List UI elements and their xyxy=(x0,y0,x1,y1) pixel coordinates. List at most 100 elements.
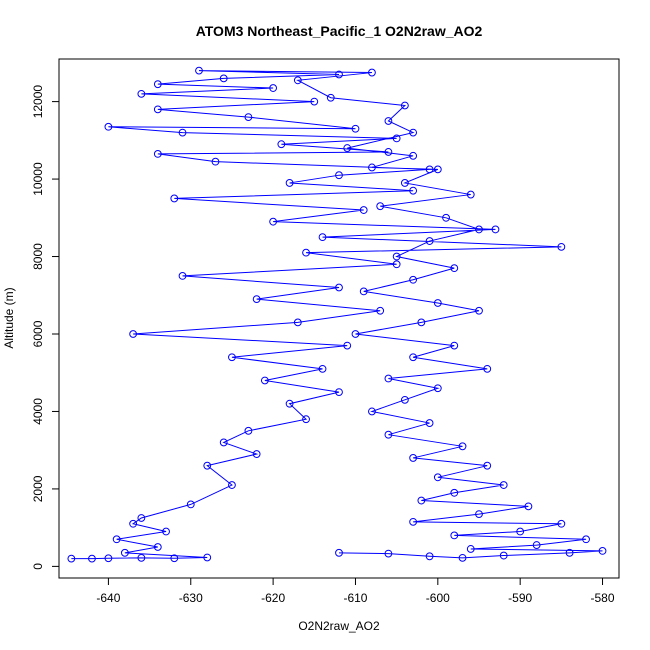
data-point xyxy=(359,206,368,214)
data-point xyxy=(335,70,343,79)
data-point xyxy=(532,541,541,549)
x-tick-label: -620 xyxy=(261,591,285,605)
data-point xyxy=(277,140,286,149)
y-tick-label: 8000 xyxy=(31,243,45,270)
data-point xyxy=(433,384,442,393)
data-point xyxy=(475,225,483,234)
y-tick-label: 10000 xyxy=(31,162,45,196)
data-point xyxy=(499,481,508,489)
x-axis-label: O2N2raw_AO2 xyxy=(298,619,380,633)
y-tick-label: 0 xyxy=(31,563,45,570)
data-point xyxy=(211,157,220,166)
data-point xyxy=(293,76,302,85)
data-point xyxy=(409,186,418,195)
data-point xyxy=(392,260,401,269)
data-point xyxy=(409,128,418,137)
data-point xyxy=(343,341,352,350)
x-tick-label: -630 xyxy=(179,591,203,605)
data-point xyxy=(252,450,261,458)
data-point xyxy=(219,74,228,83)
data-point xyxy=(137,89,146,98)
data-point xyxy=(376,306,385,315)
data-point xyxy=(458,442,467,451)
data-point xyxy=(228,353,236,362)
data-point xyxy=(425,165,434,174)
data-point xyxy=(598,546,607,555)
data-point xyxy=(392,252,401,261)
data-point xyxy=(129,519,138,528)
data-point xyxy=(516,527,525,536)
data-point xyxy=(153,105,162,114)
data-point xyxy=(409,517,418,526)
x-tick-label: -580 xyxy=(591,591,615,605)
data-point xyxy=(368,163,376,172)
data-point xyxy=(384,148,393,156)
data-point xyxy=(359,287,368,296)
data-point xyxy=(203,553,212,562)
data-point xyxy=(376,202,385,211)
data-point xyxy=(384,374,393,383)
data-point xyxy=(425,552,434,561)
data-point xyxy=(318,233,327,242)
data-point xyxy=(170,554,179,563)
y-axis-label: Altitude (m) xyxy=(2,287,16,348)
data-point xyxy=(269,217,278,226)
data-point xyxy=(400,395,409,404)
data-point xyxy=(88,554,96,563)
data-point xyxy=(285,399,294,408)
data-point xyxy=(565,548,574,557)
data-point xyxy=(137,514,146,522)
data-point xyxy=(392,134,401,143)
data-point xyxy=(433,473,442,482)
x-tick-label: -600 xyxy=(426,591,450,605)
data-point xyxy=(335,548,343,557)
data-point xyxy=(178,128,187,137)
data-point xyxy=(137,553,146,562)
data-point xyxy=(400,179,409,187)
data-point xyxy=(244,113,253,121)
data-point xyxy=(195,66,203,75)
x-tick-label: -610 xyxy=(343,591,367,605)
data-point xyxy=(219,438,228,447)
data-point xyxy=(203,461,212,470)
data-point xyxy=(425,237,434,245)
data-point xyxy=(384,549,393,558)
data-point xyxy=(524,502,533,511)
data-point xyxy=(178,272,187,280)
x-tick-label: -640 xyxy=(96,591,120,605)
data-point xyxy=(450,341,459,350)
data-point xyxy=(310,97,319,106)
y-axis: 0 2000 4000 6000 8000 10000 12000 xyxy=(31,85,60,570)
data-point xyxy=(318,364,327,373)
data-point xyxy=(153,149,162,158)
data-point xyxy=(417,318,426,327)
data-point xyxy=(67,554,76,563)
data-point xyxy=(499,551,508,560)
data-point xyxy=(335,283,343,292)
series-line xyxy=(71,70,603,560)
data-point xyxy=(186,500,195,509)
data-point xyxy=(417,496,426,505)
data-point xyxy=(557,242,566,251)
data-point xyxy=(409,275,418,284)
data-point xyxy=(450,264,459,273)
x-axis: -640 -630 -620 -610 -600 -590 -580 xyxy=(96,577,615,605)
data-point xyxy=(326,93,335,102)
data-point xyxy=(228,481,236,489)
data-point xyxy=(483,364,492,373)
data-point xyxy=(104,554,113,563)
data-point xyxy=(260,376,269,385)
data-point xyxy=(450,488,459,497)
y-tick-label: 12000 xyxy=(31,85,45,119)
data-point xyxy=(153,80,162,89)
data-point xyxy=(302,248,310,257)
x-tick-label: -590 xyxy=(508,591,532,605)
data-point xyxy=(302,415,310,424)
data-point xyxy=(400,101,409,110)
data-point xyxy=(343,144,352,152)
data-point xyxy=(433,299,442,307)
data-point xyxy=(351,330,360,338)
y-tick-label: 6000 xyxy=(31,320,45,347)
